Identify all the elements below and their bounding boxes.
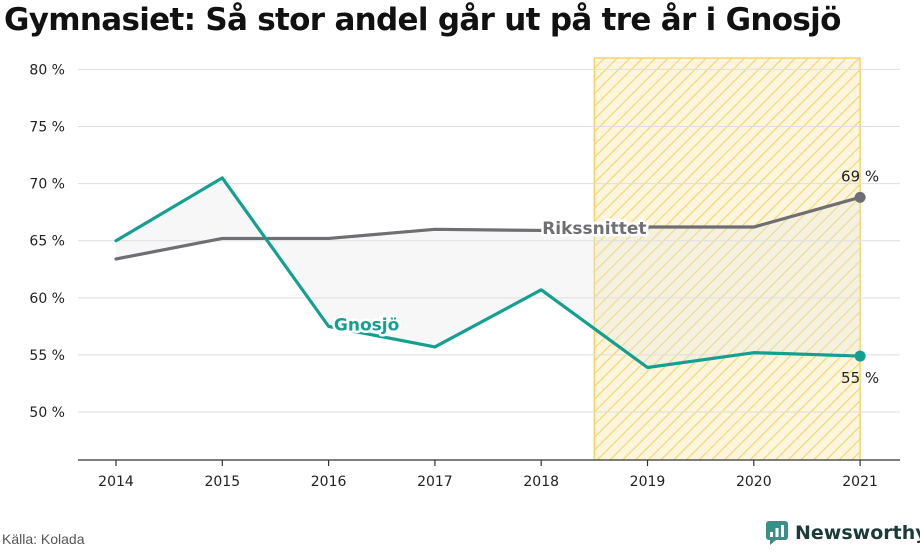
x-tick-label: 2017 (417, 474, 453, 490)
difference-area (116, 177, 861, 368)
y-tick-label: 65 % (29, 234, 65, 250)
brand-name: Newsworthy (795, 522, 920, 544)
x-tick-label: 2020 (736, 474, 772, 490)
x-tick-label: 2015 (204, 474, 240, 490)
newsworthy-logo-icon (766, 521, 788, 545)
y-tick-label: 50 % (29, 405, 65, 421)
y-tick-label: 75 % (29, 120, 65, 136)
y-tick-label: 80 % (29, 62, 65, 78)
x-tick-label: 2021 (842, 474, 878, 490)
series-end-label-1: 55 % (841, 369, 879, 387)
series-end-point-1 (854, 350, 866, 362)
y-tick-label: 60 % (29, 291, 65, 307)
x-tick-label: 2019 (630, 474, 666, 490)
series-name-label-0: Rikssnittet (542, 219, 646, 239)
x-tick-label: 2018 (523, 474, 559, 490)
series-end-label-0: 69 % (841, 167, 879, 185)
page-title: Gymnasiet: Så stor andel går ut på tre å… (4, 2, 841, 38)
brand-logo: Newsworthy (765, 520, 920, 546)
x-tick-label: 2014 (98, 474, 134, 490)
series-line-0 (114, 195, 862, 261)
source-text: Källa: Kolada (2, 531, 85, 547)
y-tick-label: 55 % (29, 348, 65, 364)
highlight-band (594, 58, 861, 460)
x-tick-label: 2016 (311, 474, 347, 490)
y-tick-label: 70 % (29, 177, 65, 193)
series-name-label-1: Gnosjö (334, 315, 399, 335)
series-line-1 (114, 176, 862, 370)
series-end-point-0 (854, 191, 866, 203)
